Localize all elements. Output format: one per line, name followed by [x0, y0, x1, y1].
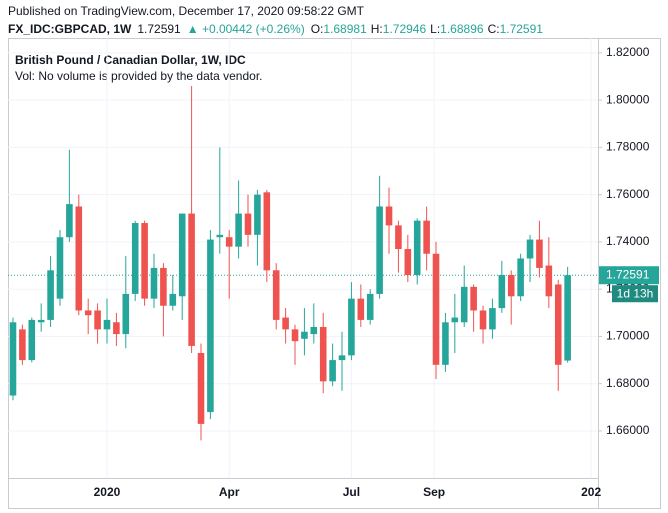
x-tick-label: 2020 — [94, 485, 121, 499]
y-tick-label: 1.76000 — [606, 187, 650, 201]
candle-body — [423, 220, 430, 254]
candle-body — [404, 249, 412, 276]
candle-body — [9, 322, 17, 396]
candle-body — [75, 206, 83, 311]
candle-body — [357, 298, 365, 320]
candle-body — [254, 194, 261, 235]
candle-body — [460, 286, 468, 323]
candle-body — [554, 284, 562, 365]
frame — [8, 38, 661, 509]
ohlc-value: 1.68981 — [323, 22, 367, 36]
ohlc-value: 1.72946 — [383, 22, 427, 36]
price-label-box — [599, 266, 659, 285]
candle-body — [37, 319, 45, 323]
candle-body — [169, 293, 177, 306]
chart-subtitle: Vol: No volume is provided by the data v… — [15, 69, 262, 83]
published: Published on TradingView.com, December 1… — [8, 4, 365, 18]
candle-body — [207, 239, 214, 413]
y-tick-label: 1.74000 — [606, 234, 650, 248]
candle-body — [291, 329, 299, 342]
candle-body — [564, 275, 571, 361]
candle-body — [470, 286, 477, 311]
candle-body — [385, 206, 393, 226]
candle-body — [225, 237, 233, 247]
candle-body — [94, 310, 101, 330]
candle-body — [348, 298, 355, 356]
ohlc-label: L: — [430, 22, 440, 36]
x-tick-label: Jul — [343, 485, 360, 499]
y-tick-label: 1.70000 — [606, 329, 650, 343]
candle-body — [489, 308, 496, 330]
ohlc-label: O: — [311, 22, 324, 36]
countdown: 1d 13h — [617, 286, 654, 300]
candle-body — [526, 239, 534, 259]
candle-body — [413, 220, 421, 276]
ohlc-value: 1.68896 — [440, 22, 484, 36]
x-tick-label: Sep — [423, 485, 445, 499]
x-tick-label: Apr — [219, 485, 240, 499]
candle-body — [141, 223, 148, 299]
candle-body — [301, 331, 308, 339]
y-tick-label: 1.66000 — [606, 423, 650, 437]
y-tick-label: 1.82000 — [606, 45, 650, 59]
candle-body — [103, 319, 111, 330]
candle-body — [442, 322, 449, 365]
candle-body — [188, 213, 195, 346]
candle-body — [150, 267, 158, 299]
price: 1.72591 — [137, 22, 181, 36]
x-tick-label: 202 — [581, 485, 601, 499]
candle-body — [19, 329, 26, 361]
ohlc-label: C: — [488, 22, 500, 36]
symbol: FX_IDC:GBPCAD, 1W — [8, 22, 132, 36]
countdown-box — [612, 285, 658, 303]
candle-body — [272, 270, 280, 320]
candle-body — [131, 223, 139, 294]
candle-body — [432, 253, 440, 365]
candle-body — [244, 213, 252, 235]
candle-body — [113, 322, 120, 335]
candle-body — [160, 267, 167, 306]
candle-body — [517, 258, 524, 297]
candle-body — [28, 319, 36, 361]
candle-body — [84, 310, 92, 316]
candle-body — [395, 225, 402, 250]
candle-body — [235, 213, 242, 247]
candle-body — [366, 293, 374, 320]
change: ▲ +0.00442 (+0.26%) — [187, 22, 305, 36]
candle-body — [178, 213, 186, 297]
candle-body — [536, 239, 543, 268]
candle-body — [338, 355, 346, 361]
candle-body — [319, 327, 327, 382]
candle-body — [507, 275, 515, 297]
candle-body — [66, 204, 73, 238]
candle-body — [197, 352, 205, 424]
y-tick-label: 1.68000 — [606, 376, 650, 390]
candle-body — [56, 237, 64, 299]
candle-body — [545, 265, 553, 297]
candle-body — [451, 317, 459, 323]
ohlc-label: H: — [371, 22, 383, 36]
ohlc-value: 1.72591 — [500, 22, 544, 36]
candle-body — [376, 206, 383, 294]
candle-body — [479, 310, 487, 330]
chart-title: British Pound / Canadian Dollar, 1W, IDC — [15, 53, 246, 67]
candle-body — [47, 270, 54, 320]
candle-body — [498, 275, 506, 309]
candle-body — [263, 192, 271, 271]
candle-body — [282, 317, 289, 330]
candle-body — [329, 360, 336, 382]
price-label: 1.72591 — [606, 267, 650, 281]
candle-body — [122, 293, 130, 335]
candle-body — [310, 327, 318, 335]
y-tick-label: 1.80000 — [606, 92, 650, 106]
y-tick-label: 1.78000 — [606, 140, 650, 154]
candle-body — [216, 234, 224, 238]
